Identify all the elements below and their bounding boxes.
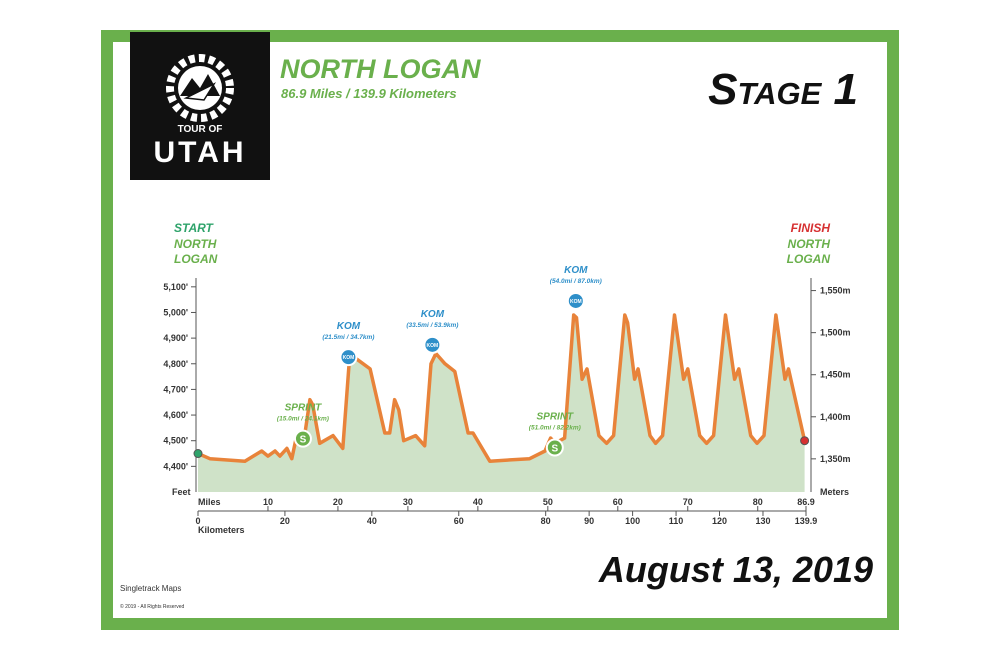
x2-tick-label: 90: [584, 516, 594, 526]
x2-tick-label: 20: [280, 516, 290, 526]
marker-icon-text: S: [551, 444, 558, 455]
annotation-detail: (15.0mi / 24.1km): [277, 416, 329, 423]
annotation-label: KOM: [564, 265, 588, 276]
x2-axis-label: Kilometers: [198, 525, 245, 535]
y-tick-label: 4,700': [163, 384, 188, 394]
start-name: NORTH: [174, 237, 217, 251]
credit: Singletrack Maps: [120, 584, 181, 593]
y2-axis-label: Meters: [820, 487, 849, 497]
marker-icon: [566, 291, 585, 310]
logo-line1: TOUR OF: [178, 124, 223, 135]
y2-tick-label: 1,450m: [820, 370, 851, 380]
x2-tick-label: 110: [669, 516, 684, 526]
x-tick-label: 30: [403, 497, 413, 507]
marker-icon: [423, 335, 442, 354]
y-tick-label: 4,400': [163, 461, 188, 471]
x2-tick-label: 120: [712, 516, 727, 526]
annotation-detail: (54.0mi / 87.0km): [550, 278, 602, 285]
finish-name: LOGAN: [787, 252, 831, 266]
annotation-label: SPRINT: [285, 403, 323, 414]
annotation-label: SPRINT: [536, 412, 574, 423]
start-label: START: [174, 221, 215, 235]
frame: [101, 30, 899, 630]
marker-icon: [293, 429, 312, 448]
x2-tick-label: 100: [625, 516, 640, 526]
marker-icon-text: KOM: [343, 355, 355, 361]
finish-label: FINISH: [791, 221, 831, 235]
x-tick-label: 80: [753, 497, 763, 507]
y-tick-label: 4,800': [163, 359, 188, 369]
date-label: August 13, 2019: [598, 549, 873, 590]
annotation-label: KOM: [337, 321, 361, 332]
chart-subtitle: 86.9 Miles / 139.9 Kilometers: [281, 86, 457, 101]
copyright: © 2019 - All Rights Reserved: [120, 603, 184, 610]
x-axis-label: Miles: [198, 497, 221, 507]
finish-name: NORTH: [788, 237, 831, 251]
logo-line2: UTAH: [153, 136, 246, 169]
y-tick-label: 4,600': [163, 410, 188, 420]
logo-gear: [166, 54, 234, 122]
x-tick-label: 40: [473, 497, 483, 507]
x2-tick-label: 80: [541, 516, 551, 526]
annotation-detail: (33.5mi / 53.9km): [406, 322, 458, 329]
x-tick-label: 10: [263, 497, 273, 507]
y-tick-label: 4,500': [163, 436, 188, 446]
x2-tick-label: 0: [195, 516, 200, 526]
x-tick-label: 20: [333, 497, 343, 507]
x-tick-label: 86.9: [797, 497, 815, 507]
y2-tick-label: 1,350m: [820, 454, 851, 464]
x-tick-label: 70: [683, 497, 693, 507]
y-tick-label: 4,900': [163, 333, 188, 343]
start-name: LOGAN: [174, 252, 218, 266]
start-dot: [193, 449, 203, 459]
x2-tick-label: 130: [755, 516, 770, 526]
y2-tick-label: 1,400m: [820, 412, 851, 422]
chart-title: NORTH LOGAN: [280, 54, 481, 84]
marker-icon-text: KOM: [427, 343, 439, 349]
marker-icon: [339, 348, 358, 367]
y2-tick-label: 1,550m: [820, 286, 851, 296]
x2-tick-label: 139.9: [795, 516, 818, 526]
stage-label: Stage 1: [708, 65, 858, 114]
marker-icon: [545, 438, 564, 457]
x-tick-label: 50: [543, 497, 553, 507]
y-axis-label: Feet: [172, 487, 191, 497]
annotation-detail: (51.0mi / 82.2km): [529, 425, 581, 432]
finish-dot: [800, 436, 810, 446]
y-tick-label: 5,000': [163, 307, 188, 317]
x-tick-label: 60: [613, 497, 623, 507]
marker-icon-text: KOM: [570, 299, 582, 305]
y2-tick-label: 1,500m: [820, 328, 851, 338]
profile-line: [197, 313, 807, 463]
area-fill: [198, 315, 805, 492]
annotation-label: KOM: [421, 309, 445, 320]
marker-icon-text: S: [300, 435, 307, 446]
y-tick-label: 5,100': [163, 282, 188, 292]
x2-tick-label: 60: [454, 516, 464, 526]
x2-tick-label: 40: [367, 516, 377, 526]
annotation-detail: (21.5mi / 34.7km): [322, 334, 374, 341]
